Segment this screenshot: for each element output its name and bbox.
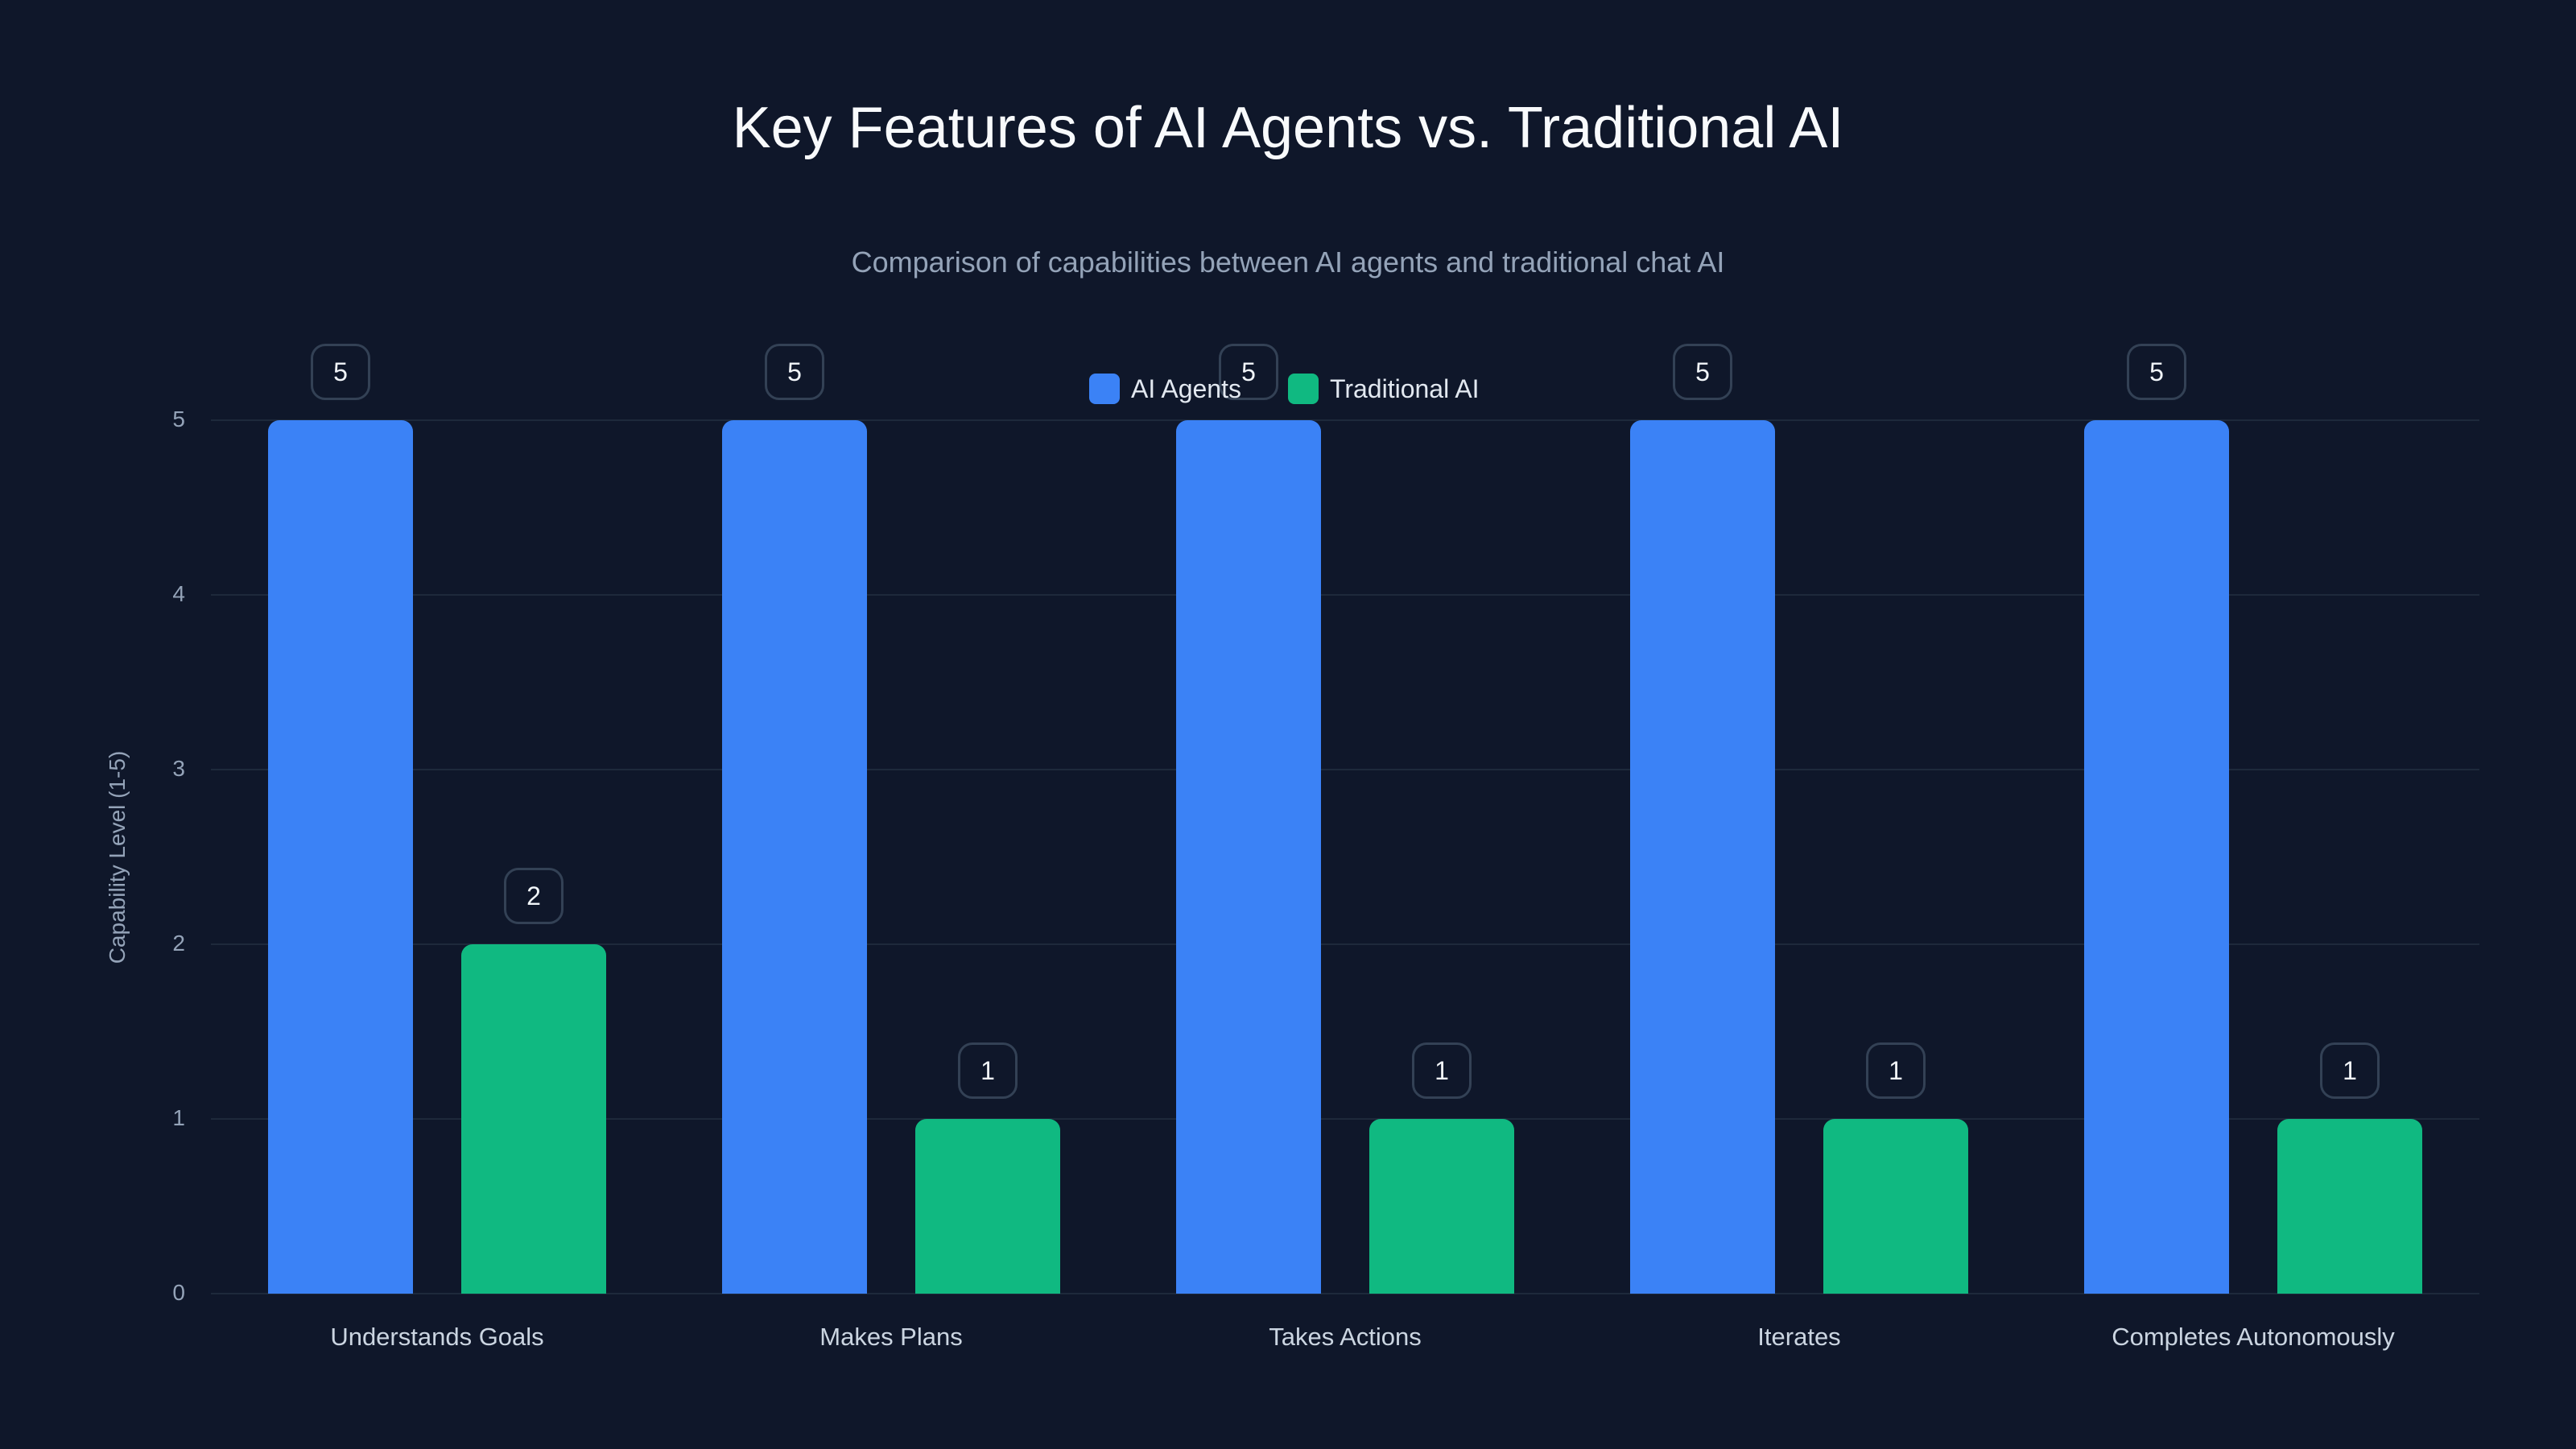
- bar-ai-agents[interactable]: [268, 420, 413, 1294]
- bar-value-label: 5: [1673, 344, 1732, 400]
- y-tick-label: 5: [172, 407, 185, 431]
- y-tick-label: 0: [172, 1280, 185, 1305]
- bar-traditional-ai[interactable]: [2277, 1119, 2422, 1294]
- legend-label: Traditional AI: [1329, 374, 1480, 403]
- bar-value-label: 5: [311, 344, 370, 400]
- bar-traditional-ai[interactable]: [461, 944, 606, 1294]
- legend-item-ai-agents[interactable]: AI Agents: [1089, 374, 1241, 404]
- bar-value-label: 1: [1866, 1042, 1926, 1099]
- legend-label: AI Agents: [1131, 374, 1241, 403]
- gridline: [211, 769, 2479, 770]
- legend-swatch-ai-agents: [1089, 374, 1120, 404]
- bar-value-label: 1: [2320, 1042, 2380, 1099]
- bar-value-label: 5: [1219, 344, 1278, 400]
- y-tick-label: 3: [172, 756, 185, 781]
- gridline: [211, 1293, 2479, 1294]
- y-tick-label: 2: [172, 931, 185, 956]
- x-tick-label: Makes Plans: [819, 1323, 963, 1351]
- x-tick-label: Understands Goals: [330, 1323, 544, 1351]
- bar-ai-agents[interactable]: [1630, 420, 1775, 1294]
- bar-ai-agents[interactable]: [2084, 420, 2229, 1294]
- y-axis-label: Capability Level (1-5): [105, 750, 130, 964]
- x-tick-label: Completes Autonomously: [2112, 1323, 2395, 1351]
- bar-value-label: 2: [504, 868, 564, 924]
- bar-ai-agents[interactable]: [1176, 420, 1321, 1294]
- bar-value-label: 5: [765, 344, 824, 400]
- gridline: [211, 943, 2479, 945]
- bar-value-label: 1: [1412, 1042, 1472, 1099]
- bar-traditional-ai[interactable]: [1823, 1119, 1968, 1294]
- legend-item-traditional-ai[interactable]: Traditional AI: [1287, 374, 1480, 404]
- gridline: [211, 1118, 2479, 1120]
- y-tick-label: 1: [172, 1105, 185, 1130]
- legend: AI Agents Traditional AI: [1089, 374, 1526, 404]
- chart-title: Key Features of AI Agents vs. Traditiona…: [732, 96, 1844, 160]
- x-tick-label: Iterates: [1757, 1323, 1841, 1351]
- bar-traditional-ai[interactable]: [915, 1119, 1060, 1294]
- bar-ai-agents[interactable]: [722, 420, 867, 1294]
- gridline: [211, 594, 2479, 596]
- y-tick-label: 4: [172, 581, 185, 606]
- x-tick-label: Takes Actions: [1269, 1323, 1422, 1351]
- legend-swatch-traditional-ai: [1287, 374, 1319, 404]
- bar-value-label: 5: [2127, 344, 2186, 400]
- bar-traditional-ai[interactable]: [1369, 1119, 1514, 1294]
- chart-subtitle: Comparison of capabilities between AI ag…: [851, 246, 1725, 279]
- gridline: [211, 419, 2479, 421]
- bar-value-label: 1: [958, 1042, 1018, 1099]
